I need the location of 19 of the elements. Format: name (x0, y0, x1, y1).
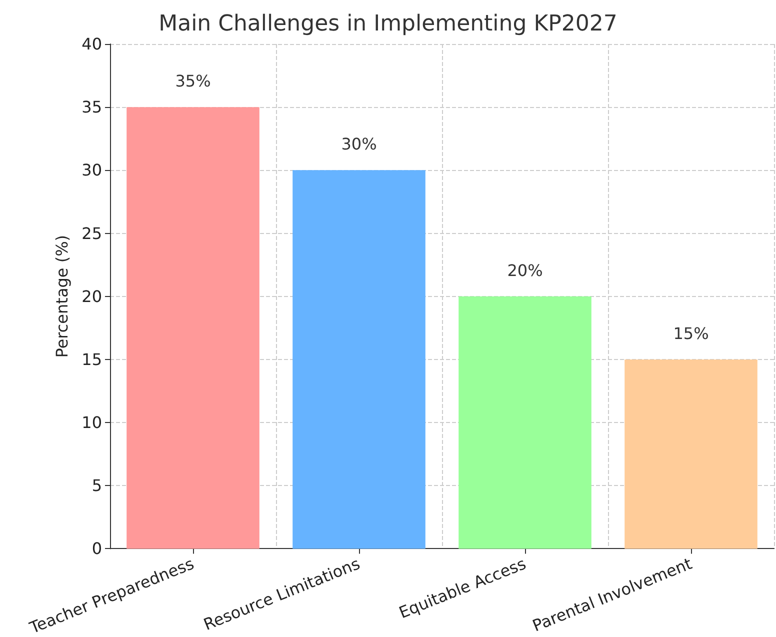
chart-title: Main Challenges in Implementing KP2027 (158, 12, 618, 36)
y-tick-label: 5 (92, 476, 102, 496)
data-label: 15% (673, 324, 709, 343)
y-tick-label: 35 (82, 98, 102, 117)
data-label: 35% (175, 72, 211, 91)
y-tick-label: 15 (82, 350, 102, 369)
y-tick-label: 20 (82, 286, 102, 306)
bar (458, 296, 592, 549)
bar (126, 107, 260, 549)
data-label: 20% (507, 260, 543, 280)
bar (292, 170, 426, 549)
y-tick-label: 40 (82, 34, 102, 54)
y-tick-label: 10 (82, 413, 102, 432)
y-tick-label: 0 (92, 539, 102, 558)
y-tick-label: 25 (82, 224, 102, 243)
bar (624, 359, 758, 549)
data-label: 30% (341, 134, 377, 154)
y-axis-title: Percentage (%) (52, 234, 72, 358)
y-tick-label: 30 (82, 160, 102, 180)
